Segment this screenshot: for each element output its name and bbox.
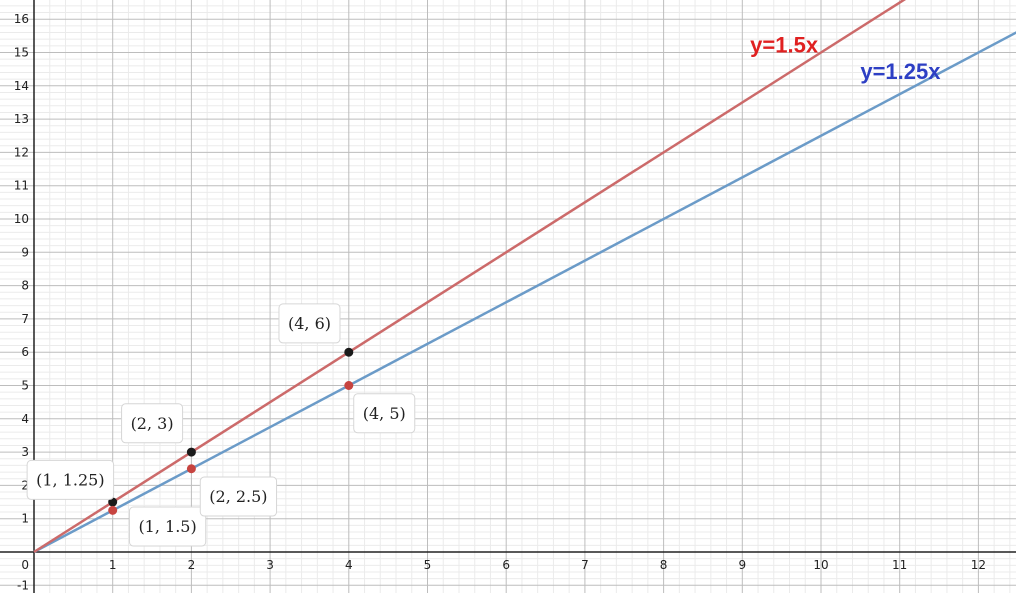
series-line[interactable] xyxy=(33,0,910,554)
y-tick-label: 5 xyxy=(21,379,29,393)
y-tick-label: 14 xyxy=(14,79,29,93)
y-tick-label: 16 xyxy=(14,12,29,26)
y-tick-label: -1 xyxy=(17,578,29,592)
equation-label: y=1.25x xyxy=(860,59,941,84)
tick-labels: 1 2 3 4 5 6 7 8 9 10 11 12-112345678910111213141516… xyxy=(14,12,986,592)
y-tick-label: 8 xyxy=(21,279,29,293)
y-tick-label: 2 xyxy=(21,478,29,492)
y-tick-label: 13 xyxy=(14,112,29,126)
x-tick-label: 10 xyxy=(813,558,828,572)
point-labels: (1, 1.5) (2, 3) (4, 6) (1, 1.25) (2, 2.5) (4,… xyxy=(26,303,416,547)
point-label: (2, 2.5) xyxy=(209,487,267,506)
data-point[interactable] xyxy=(186,447,196,457)
series-lines xyxy=(33,0,1016,554)
y-tick-label: 6 xyxy=(21,345,29,359)
x-tick-label: 4 xyxy=(345,558,353,572)
point-label: (1, 1.5) xyxy=(138,517,196,536)
data-point[interactable] xyxy=(186,464,196,474)
x-tick-label: 11 xyxy=(892,558,907,572)
equation-label: y=1.5x xyxy=(750,33,819,58)
series-line[interactable] xyxy=(33,31,1016,554)
points xyxy=(108,347,354,515)
y-tick-label: 12 xyxy=(14,145,29,159)
y-tick-label: 7 xyxy=(21,312,29,326)
point-label: (2, 3) xyxy=(131,414,174,433)
x-tick-label: 6 xyxy=(502,558,510,572)
point-label-box xyxy=(121,403,184,444)
x-tick-label: 8 xyxy=(660,558,668,572)
equation-labels: y=1.5x y=1.25x xyxy=(750,33,941,85)
x-tick-label: 2 xyxy=(188,558,196,572)
origin-label: 0 xyxy=(21,558,29,572)
data-point[interactable] xyxy=(108,505,118,515)
x-tick-label: 5 xyxy=(424,558,432,572)
y-tick-label: 15 xyxy=(14,46,29,60)
x-tick-label: 7 xyxy=(581,558,589,572)
point-label-box xyxy=(199,476,278,517)
y-tick-label: 9 xyxy=(21,245,29,259)
point-label-box xyxy=(128,506,207,547)
y-tick-label: 10 xyxy=(14,212,29,226)
y-tick-label: 4 xyxy=(21,412,29,426)
x-tick-label: 12 xyxy=(971,558,986,572)
x-tick-label: 9 xyxy=(738,558,746,572)
point-label-box xyxy=(353,393,416,434)
point-label-box xyxy=(26,459,115,500)
point-label: (4, 6) xyxy=(288,314,331,333)
y-tick-label: 3 xyxy=(21,445,29,459)
point-label: (4, 5) xyxy=(363,404,406,423)
data-point[interactable] xyxy=(344,381,354,390)
x-tick-label: 1 xyxy=(109,558,117,572)
y-tick-label: 11 xyxy=(14,179,29,193)
x-tick-label: 3 xyxy=(266,558,274,572)
data-point[interactable] xyxy=(344,347,354,357)
point-label-box xyxy=(278,303,341,344)
y-tick-label: 1 xyxy=(21,512,29,526)
point-label: (1, 1.25) xyxy=(36,470,104,489)
